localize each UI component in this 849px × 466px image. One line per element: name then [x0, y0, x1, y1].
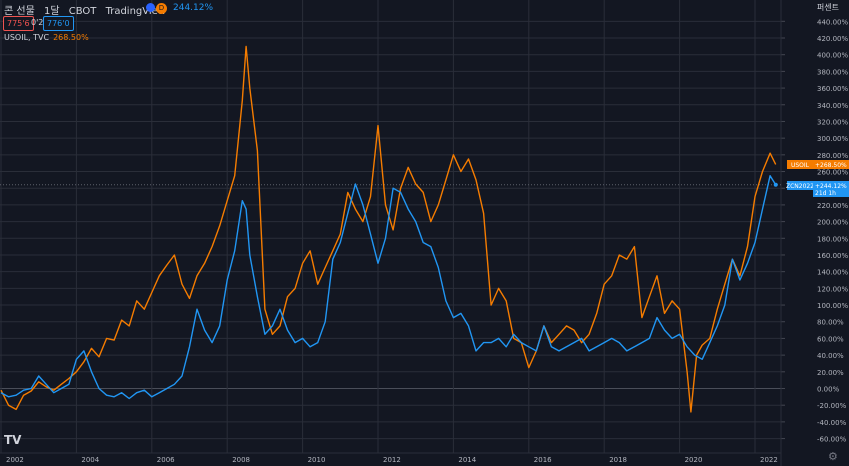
y-tick-label: 180.00% — [817, 235, 848, 243]
y-tick-label: 200.00% — [817, 219, 848, 227]
y-tick-label: 320.00% — [817, 118, 848, 126]
x-tick-label: 2016 — [534, 456, 552, 464]
delayed-data-icon[interactable]: D — [156, 3, 167, 14]
x-tick-label: 2008 — [232, 456, 250, 464]
x-tick-label: 2002 — [6, 456, 24, 464]
x-tick-label: 2014 — [458, 456, 476, 464]
sell-button[interactable]: 775'6 — [3, 16, 34, 31]
last-point-marker — [773, 182, 778, 187]
x-tick-label: 2004 — [81, 456, 99, 464]
series-line-zcn2022[interactable] — [0, 175, 777, 400]
y-tick-label: 160.00% — [817, 252, 848, 260]
x-tick-label: 2012 — [383, 456, 401, 464]
provider-label: TradingView — [105, 6, 166, 17]
tradingview-logo-icon[interactable]: TV — [4, 433, 22, 447]
y-tick-label: 420.00% — [817, 35, 848, 43]
compare-symbol-label: USOIL, TVC — [4, 33, 50, 42]
header-change-pct: 244.12% — [173, 3, 214, 13]
usoil-badge-label: USOIL — [791, 162, 810, 169]
usoil-badge-value: +268.50% — [815, 162, 847, 169]
zc-badge-label: ZCN2022 — [786, 183, 814, 190]
y-tick-label: -60.00% — [817, 436, 847, 444]
market-status-icon — [146, 3, 155, 12]
y-tick-label: 20.00% — [817, 369, 844, 377]
y-tick-label: -40.00% — [817, 419, 847, 427]
zc-badge-value: +244.12% — [815, 183, 847, 190]
settings-gear-icon[interactable]: ⚙ — [828, 450, 838, 463]
y-tick-label: -20.00% — [817, 402, 847, 410]
y-tick-label: 80.00% — [817, 319, 844, 327]
y-tick-label: 260.00% — [817, 169, 848, 177]
zc-badge-label-box — [787, 181, 813, 190]
series-line-usoil[interactable] — [0, 45, 777, 413]
compare-symbol-value: 268.50% — [53, 33, 89, 42]
y-tick-label: 220.00% — [817, 202, 848, 210]
y-tick-label: 120.00% — [817, 285, 848, 293]
exchange-label: CBOT — [68, 6, 97, 17]
y-tick-label: 300.00% — [817, 135, 848, 143]
y-tick-label: 400.00% — [817, 52, 848, 60]
symbol-name[interactable]: 콘 선물 — [4, 6, 35, 17]
y-tick-label: 140.00% — [817, 269, 848, 277]
interval-label[interactable]: 1달 — [43, 6, 60, 17]
x-tick-label: 2022 — [760, 456, 778, 464]
y-tick-label: 60.00% — [817, 335, 844, 343]
spread-value: 0'2 — [31, 18, 44, 27]
scale-mode-label[interactable]: 퍼센트 — [816, 3, 839, 12]
y-tick-label: 0.00% — [817, 386, 840, 394]
buy-button[interactable]: 776'0 — [43, 16, 74, 31]
x-tick-label: 2010 — [308, 456, 326, 464]
y-tick-label: 380.00% — [817, 68, 848, 76]
x-tick-label: 2020 — [685, 456, 703, 464]
compare-legend[interactable]: USOIL, TVC 268.50% — [4, 33, 89, 42]
y-tick-label: 280.00% — [817, 152, 848, 160]
x-tick-label: 2018 — [609, 456, 627, 464]
usoil-badge-label-box — [787, 160, 813, 169]
y-tick-label: 340.00% — [817, 102, 848, 110]
y-tick-label: 100.00% — [817, 302, 848, 310]
x-tick-label: 2006 — [157, 456, 175, 464]
y-tick-label: 440.00% — [817, 18, 848, 26]
y-tick-label: 40.00% — [817, 352, 844, 360]
zc-badge-countdown: 21d 1h — [815, 190, 836, 197]
chart-header: 콘 선물 1달 CBOT TradingView — [4, 2, 172, 17]
zc-badge-value-box — [813, 181, 849, 197]
y-tick-label: 360.00% — [817, 85, 848, 93]
usoil-badge-value-box — [813, 160, 849, 169]
